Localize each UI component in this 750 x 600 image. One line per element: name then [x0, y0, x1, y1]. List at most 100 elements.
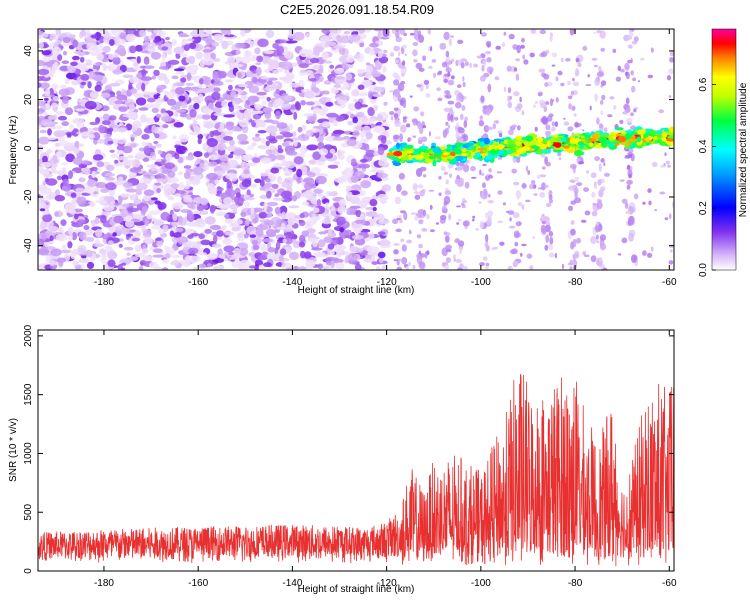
- heatmap-cell: [356, 111, 365, 118]
- heatmap-cell: [153, 38, 160, 44]
- heatmap-cell: [551, 126, 556, 132]
- heatmap-cell: [46, 148, 53, 154]
- heatmap-cell: [438, 175, 442, 180]
- heatmap-cell: [109, 149, 115, 153]
- heatmap-cell: [545, 202, 552, 207]
- heatmap-cell: [486, 66, 494, 74]
- heatmap-cell: [307, 114, 314, 123]
- heatmap-cell: [313, 45, 324, 53]
- heatmap-cell: [347, 252, 359, 262]
- heatmap-cell: [308, 237, 318, 243]
- heatmap-cell: [668, 126, 674, 133]
- heatmap-cell: [669, 213, 672, 220]
- heatmap-cell: [423, 209, 426, 217]
- heatmap-cell: [38, 144, 44, 151]
- heatmap-cell: [280, 196, 293, 203]
- heatmap-cell: [170, 105, 181, 111]
- heatmap-cell: [171, 75, 179, 80]
- heatmap-cell: [414, 154, 424, 161]
- heatmap-cell: [142, 42, 152, 46]
- heatmap-cell: [321, 121, 331, 128]
- heatmap-cell: [496, 171, 503, 174]
- heatmap-cell: [118, 116, 128, 121]
- heatmap-cell: [557, 70, 563, 76]
- heatmap-cell: [437, 97, 443, 102]
- heatmap-cell: [194, 218, 206, 228]
- heatmap-cell: [645, 136, 650, 143]
- heatmap-cell: [330, 205, 336, 212]
- heatmap-cell: [86, 42, 98, 51]
- heatmap-cell: [521, 146, 531, 152]
- heatmap-cell: [249, 183, 258, 188]
- heatmap-cell: [247, 145, 254, 150]
- heatmap-cell: [77, 43, 82, 52]
- heatmap-cell: [69, 124, 75, 131]
- heatmap-cell: [118, 243, 123, 248]
- heatmap-cell: [161, 46, 169, 51]
- heatmap-cell: [88, 175, 93, 180]
- heatmap-cell: [38, 30, 44, 36]
- heatmap-cell: [484, 266, 489, 269]
- heatmap-cell: [60, 219, 67, 227]
- snr-ylabel: SNR (10 * v/v): [8, 418, 19, 482]
- heatmap-cell: [114, 34, 121, 44]
- heatmap-cell: [568, 185, 575, 191]
- heatmap-cell: [365, 62, 371, 66]
- heatmap-cell: [400, 210, 406, 214]
- heatmap-cell: [171, 39, 178, 46]
- heatmap-cell: [357, 68, 365, 75]
- heatmap-cell: [231, 126, 241, 132]
- heatmap-cell: [178, 34, 190, 38]
- heatmap-cell: [183, 171, 191, 180]
- heatmap-cell: [272, 69, 280, 74]
- heatmap-cell: [309, 78, 317, 82]
- heatmap-cell: [622, 111, 628, 115]
- heatmap-cell: [360, 158, 368, 163]
- heatmap-cell: [575, 58, 580, 63]
- heatmap-cell: [445, 148, 452, 153]
- heatmap-cell: [263, 202, 268, 211]
- heatmap-cell: [447, 71, 451, 77]
- heatmap-cell: [221, 40, 229, 50]
- heatmap-cell: [627, 164, 631, 170]
- heatmap-cell: [96, 45, 104, 54]
- heatmap-cell: [336, 34, 342, 43]
- heatmap-cell: [603, 162, 606, 166]
- heatmap-cell: [45, 178, 58, 186]
- heatmap-cell: [352, 234, 364, 240]
- heatmap-cell: [621, 237, 628, 244]
- heatmap-cell: [394, 196, 401, 205]
- heatmap-cell: [570, 90, 575, 96]
- heatmap-cell: [568, 205, 573, 211]
- heatmap-cell: [389, 111, 395, 116]
- heatmap-cell: [100, 188, 110, 194]
- heatmap-cell: [527, 170, 531, 175]
- heatmap-cell: [150, 175, 155, 180]
- heatmap-cell: [81, 160, 91, 165]
- heatmap-cell: [666, 75, 672, 81]
- heatmap-cell: [123, 182, 133, 188]
- heatmap-cell: [431, 142, 436, 146]
- heatmap-cell: [281, 211, 287, 220]
- heatmap-cell: [183, 196, 193, 203]
- heatmap-cell: [226, 180, 232, 189]
- heatmap-cell: [659, 191, 666, 195]
- heatmap-cell: [346, 210, 355, 216]
- heatmap-cell: [457, 39, 464, 44]
- heatmap-cell: [563, 121, 570, 126]
- heatmap-cell: [293, 111, 298, 120]
- heatmap-cell: [485, 107, 491, 116]
- heatmap-cell: [38, 68, 50, 76]
- heatmap-cell: [670, 249, 673, 253]
- heatmap-cell: [355, 125, 364, 131]
- heatmap-cell: [529, 265, 534, 270]
- heatmap-cell: [448, 213, 452, 221]
- heatmap-cell: [400, 124, 407, 133]
- heatmap-cell: [256, 224, 269, 231]
- heatmap-cell: [102, 120, 111, 126]
- heatmap-cell: [275, 226, 286, 230]
- heatmap-cell: [488, 168, 493, 173]
- heatmap-cell: [265, 169, 271, 174]
- heatmap-cell: [119, 193, 131, 198]
- heatmap-cell: [591, 210, 598, 217]
